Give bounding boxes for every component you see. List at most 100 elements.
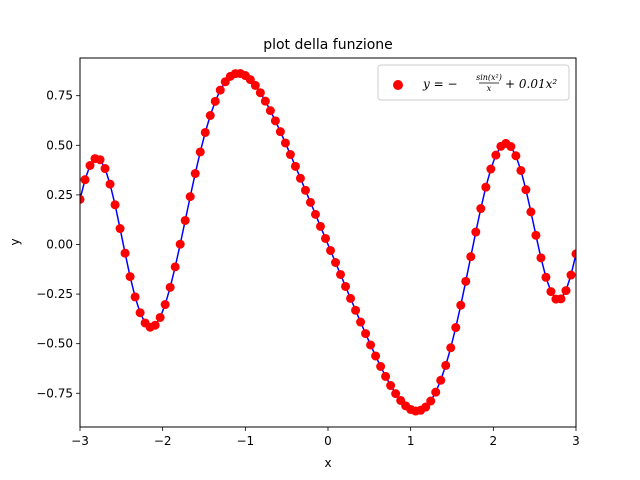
line-series-layer [80,72,576,412]
x-tick-label: 3 [572,434,580,448]
data-point [566,270,576,280]
data-point [521,185,531,195]
data-point [300,185,310,195]
data-point [320,233,330,243]
data-point [481,182,491,192]
legend-label: y = − sin(x²) x + 0.01x² [422,73,557,93]
data-point [105,179,115,189]
data-point [536,253,546,263]
data-point [376,362,386,371]
data-point [290,161,300,171]
x-tick-label: 2 [490,434,498,448]
data-point [285,150,295,160]
data-point [270,116,280,126]
data-point [436,375,446,385]
data-point [381,371,391,381]
data-point [341,281,351,291]
data-point [366,340,376,350]
legend-prefix: y = − [422,77,458,91]
data-point [85,161,95,170]
y-tick-label: −0.25 [36,287,73,301]
data-point [95,155,105,165]
data-point [310,209,320,219]
data-point [115,224,125,234]
data-point [421,402,431,412]
data-point [255,88,265,98]
data-point [80,175,90,185]
y-tick-label: 0.50 [46,138,73,152]
data-point [346,293,356,303]
data-point [451,323,461,333]
x-axis-label: x [324,456,331,470]
scatter-series-layer [80,68,576,416]
x-tick-label: −2 [154,434,172,448]
data-point [561,286,571,296]
data-point [361,329,371,339]
data-point [526,207,536,217]
legend-marker [393,80,403,90]
x-tick-label: −1 [236,434,254,448]
data-point [391,389,401,399]
data-point [466,252,476,262]
data-point [541,272,551,282]
data-point [556,294,566,304]
y-tick-label: 0.25 [46,188,73,202]
data-point [471,227,481,237]
data-point [506,142,516,152]
data-point [155,312,165,322]
data-point [250,80,260,90]
data-point [165,282,175,292]
data-point [100,164,110,174]
data-point [175,239,185,249]
data-point [486,164,496,174]
data-point [275,127,285,137]
data-point [326,245,336,255]
data-point [170,262,180,272]
y-tick-label: 0.00 [46,237,73,251]
data-point [426,396,436,406]
data-point [356,317,366,327]
data-point [260,96,270,106]
data-point [195,147,205,157]
data-point [125,272,135,282]
x-axis-ticks: −3 −2 −1 0 1 2 3 [71,427,580,448]
data-point [336,269,346,279]
data-point [371,351,381,361]
data-point [120,248,130,258]
data-point [305,197,315,207]
data-point [205,111,215,120]
y-axis-label: y [8,238,22,245]
data-point [351,305,361,315]
y-tick-label: 0.75 [46,89,73,103]
y-axis-ticks: −0.75 −0.50 −0.25 0.00 0.25 0.50 0.75 [36,89,80,400]
data-point [280,138,290,148]
legend-numerator: sin(x²) [476,73,502,82]
data-point [180,215,190,225]
data-point [215,85,225,95]
data-point [491,150,501,160]
legend: y = − sin(x²) x + 0.01x² [377,64,570,101]
legend-box [377,64,570,101]
data-point [571,249,576,259]
data-point [265,106,275,116]
x-tick-label: 1 [407,434,415,448]
series-line [80,72,576,412]
data-point [456,300,466,310]
data-point [461,276,471,286]
data-point [516,165,526,175]
data-point [446,343,456,353]
data-point [185,192,195,202]
data-point [160,300,170,310]
y-tick-label: −0.75 [36,386,73,400]
data-point [210,96,220,106]
legend-denominator: x [487,84,492,93]
data-point [80,194,85,204]
data-point [150,320,160,330]
x-tick-label: 0 [324,434,332,448]
data-point [386,381,396,391]
data-point [135,308,145,318]
y-tick-label: −0.50 [36,337,73,351]
chart-title: plot della funzione [263,37,393,53]
data-point [431,387,441,397]
